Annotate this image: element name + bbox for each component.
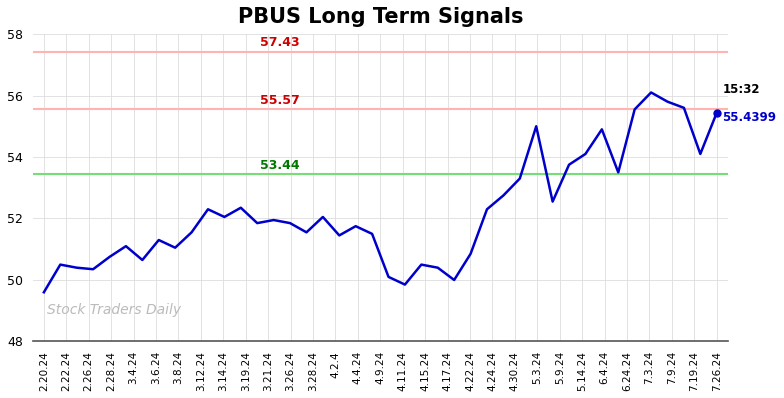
Text: Stock Traders Daily: Stock Traders Daily (46, 303, 180, 317)
Text: 53.44: 53.44 (260, 159, 299, 172)
Title: PBUS Long Term Signals: PBUS Long Term Signals (238, 7, 523, 27)
Text: 55.4399: 55.4399 (722, 111, 776, 124)
Text: 15:32: 15:32 (722, 83, 760, 96)
Text: 57.43: 57.43 (260, 37, 299, 49)
Text: 55.57: 55.57 (260, 94, 299, 107)
